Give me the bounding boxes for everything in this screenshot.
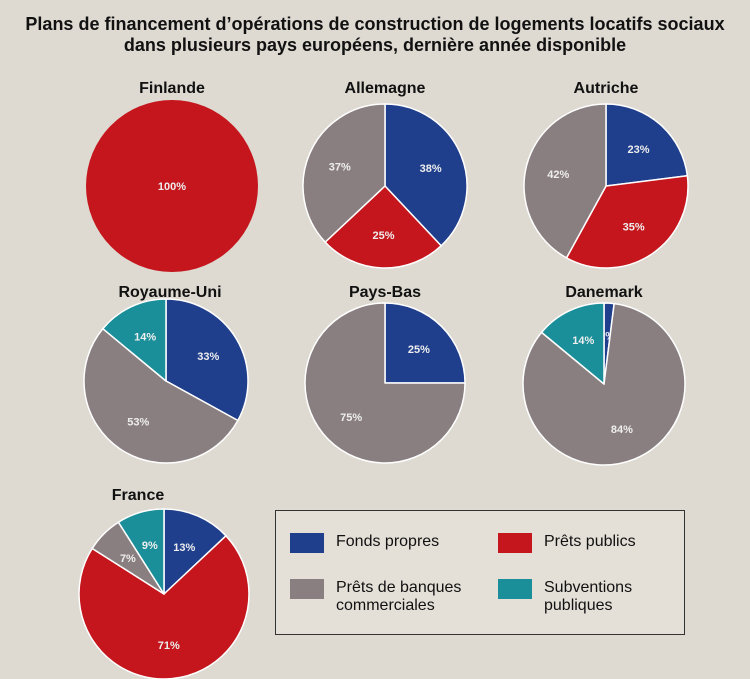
legend-label-prets-publics: Prêts publics <box>544 533 636 550</box>
pie-chart-allemagne: Allemagne 38% 25% 37% <box>302 80 468 269</box>
title-line-2: dans plusieurs pays européens, dernière … <box>123 35 627 55</box>
pie-slice-allemagne-fonds-propres <box>384 103 468 247</box>
pie-slice-danemark-subventions <box>540 302 605 385</box>
pie-slice-finlande-prets-publics <box>86 100 258 272</box>
pie-label-pays-bas-fonds-propres: 25% <box>408 344 430 356</box>
pie-slice-royaume-uni-subventions <box>102 298 167 382</box>
pie-slice-allemagne-prets-banques <box>302 103 386 243</box>
pie-label-danemark-prets-banques: 84% <box>611 424 633 436</box>
pie-chart-autriche: Autriche 23% 35% 42% <box>523 80 689 269</box>
pie-label-allemagne-prets-publics: 25% <box>372 230 394 242</box>
pie-title-autriche: Autriche <box>574 80 639 97</box>
legend-label-prets-banques: Prêts de banques commerciales <box>336 579 462 614</box>
pie-label-finlande-prets-publics: 100% <box>158 181 186 193</box>
legend-swatch-fonds-propres <box>290 533 324 553</box>
legend-swatch-prets-banques <box>290 579 324 599</box>
pie-label-royaume-uni-fonds-propres: 33% <box>197 351 219 363</box>
pie-chart-finlande: Finlande 100% <box>86 80 258 272</box>
pie-title-allemagne: Allemagne <box>345 80 426 97</box>
pie-label-danemark-subventions: 14% <box>572 335 594 347</box>
legend-label-fonds-propres: Fonds propres <box>336 533 440 550</box>
pie-label-france-prets-banques: 7% <box>120 553 136 565</box>
pie-label-allemagne-prets-banques: 37% <box>329 162 351 174</box>
pie-label-autriche-fonds-propres: 23% <box>627 144 649 156</box>
pie-slice-allemagne-prets-publics <box>324 185 442 269</box>
legend-item-subventions: Subventions publiques <box>498 579 684 615</box>
pie-label-france-fonds-propres: 13% <box>173 542 195 554</box>
pie-label-autriche-prets-banques: 42% <box>547 169 569 181</box>
legend-swatch-subventions <box>498 579 532 599</box>
pie-title-royaume-uni: Royaume-Uni <box>118 284 221 301</box>
pie-label-pays-bas-prets-banques: 75% <box>340 412 362 424</box>
pie-title-pays-bas: Pays-Bas <box>349 284 421 301</box>
legend-item-prets-publics: Prêts publics <box>498 533 636 553</box>
pie-label-france-subventions: 9% <box>142 540 158 552</box>
pie-slice-pays-bas-prets-banques <box>304 302 466 464</box>
pie-slice-france-subventions <box>117 508 165 595</box>
legend-item-fonds-propres: Fonds propres <box>290 533 439 553</box>
pie-slice-france-fonds-propres <box>163 508 227 595</box>
pie-label-allemagne-fonds-propres: 38% <box>420 163 442 175</box>
pie-label-autriche-prets-publics: 35% <box>623 222 645 234</box>
pie-chart-pays-bas: Pays-Bas 25% 75% <box>304 284 466 464</box>
pie-chart-france: France 13% 71% 7% 9% <box>78 487 250 679</box>
pie-label-royaume-uni-subventions: 14% <box>134 332 156 344</box>
pie-slice-autriche-prets-banques <box>523 103 607 259</box>
pie-chart-royaume-uni: Royaume-Uni 33% 53% 14% <box>83 284 249 464</box>
pie-slice-royaume-uni-fonds-propres <box>165 298 249 422</box>
pie-label-france-prets-publics: 71% <box>158 640 180 652</box>
pie-title-france: France <box>112 487 165 504</box>
pie-slice-autriche-fonds-propres <box>605 103 689 187</box>
legend-swatch-prets-publics <box>498 533 532 553</box>
pie-slice-autriche-prets-publics <box>565 174 689 269</box>
chart-title: Plans de financement d’opérations de con… <box>0 14 750 56</box>
legend: Fonds propres Prêts publics Prêts de ban… <box>275 510 685 635</box>
pie-title-finlande: Finlande <box>139 80 205 97</box>
pie-title-danemark: Danemark <box>565 284 642 301</box>
pie-label-royaume-uni-prets-banques: 53% <box>127 417 149 429</box>
pie-slice-royaume-uni-prets-banques <box>83 327 239 464</box>
legend-item-prets-banques: Prêts de banques commerciales <box>290 579 486 615</box>
legend-label-subventions: Subventions publiques <box>544 579 633 614</box>
title-line-1: Plans de financement d’opérations de con… <box>25 14 725 34</box>
pie-slice-pays-bas-fonds-propres <box>384 302 466 384</box>
